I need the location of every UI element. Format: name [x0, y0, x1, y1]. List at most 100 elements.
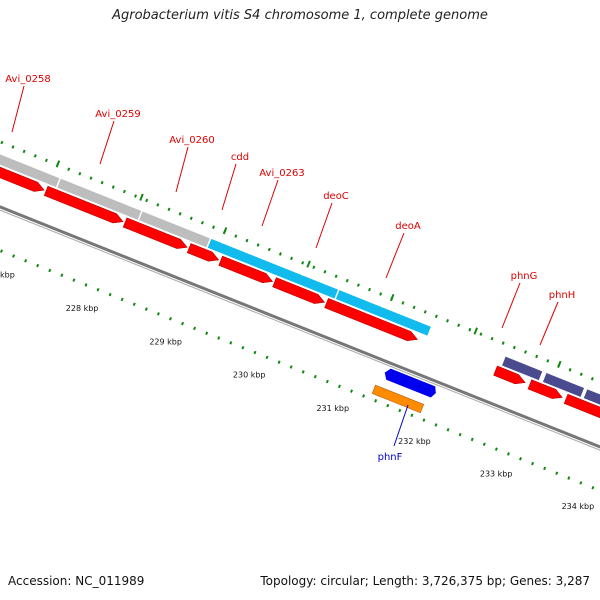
scale-tick [278, 252, 282, 256]
scale-label: 234 kbp [562, 502, 595, 511]
scale-tick [568, 368, 572, 372]
scale-tick [422, 418, 426, 422]
scale-tick [494, 447, 498, 451]
scale-tick [181, 321, 185, 326]
scale-tick [24, 259, 28, 263]
scale-tick [301, 370, 305, 374]
scale-tick [120, 297, 124, 302]
scale-tick [290, 256, 294, 261]
scale-tick [555, 471, 559, 475]
leader-line [315, 202, 333, 249]
scale-tick [362, 394, 366, 398]
phnF-cds-bar [371, 384, 425, 414]
scale-tick [591, 485, 595, 490]
leader-line [99, 120, 115, 165]
scale-tick [60, 273, 64, 278]
scale-tick [423, 310, 427, 314]
gene-label: phnG [511, 271, 538, 282]
scale-tick [229, 341, 233, 345]
scale-tick [543, 466, 547, 471]
scale-tick [546, 359, 550, 363]
scale-tick [0, 249, 3, 253]
gene-label: phnF [378, 452, 403, 463]
scale-tick [156, 312, 160, 316]
scale-tick [401, 301, 405, 305]
gene-label: deoC [323, 191, 349, 202]
scale-tick [535, 354, 539, 359]
scale-tick [178, 212, 182, 216]
genome-stats-text: Topology: circular; Length: 3,726,375 bp… [260, 574, 590, 588]
scale-tick [470, 437, 474, 442]
scale-tick [482, 442, 486, 447]
scale-tick [189, 216, 193, 221]
scale-tick [241, 345, 245, 350]
scale-tick [379, 292, 383, 296]
map-band [0, 140, 600, 490]
scale-label: 233 kbp [480, 469, 513, 478]
gene-bar [0, 148, 61, 188]
scale-tick [134, 194, 138, 198]
scale-tick [267, 247, 271, 252]
scale-label: 229 kbp [149, 337, 182, 346]
gene-bar [583, 388, 600, 433]
scale-tick [457, 323, 461, 327]
scale-tick [89, 176, 93, 180]
scale-tick [410, 413, 414, 418]
cds-arrow [493, 365, 526, 385]
scale-tick [44, 158, 48, 163]
leader-line [175, 146, 189, 193]
cds-arrow [527, 379, 563, 399]
scale-tick [506, 452, 510, 456]
scale-tick [0, 140, 4, 145]
scale-tick [156, 203, 160, 207]
scale-tick [277, 360, 281, 364]
scale-tick [468, 327, 472, 332]
scale-tick [434, 423, 438, 427]
scale-tick [33, 154, 37, 158]
leader-line [501, 282, 521, 329]
scale-tick [337, 384, 341, 389]
scale-tick [412, 305, 416, 310]
gene-bar [207, 238, 339, 300]
cds-arrow [218, 255, 274, 284]
gene-label: phnH [549, 290, 576, 301]
scale-tick [111, 185, 115, 189]
scale-tick [36, 263, 40, 268]
scale-tick [334, 274, 338, 278]
cds-arrow [43, 185, 124, 224]
scale-label: 232 kbp [398, 437, 431, 446]
scale-tick [323, 269, 327, 274]
scale-tick [132, 302, 136, 307]
gene-label: cdd [231, 152, 249, 163]
gene-bar [335, 289, 432, 337]
scale-tick [193, 326, 197, 331]
scale-label: 230 kbp [233, 371, 266, 380]
scale-tick [312, 265, 316, 270]
accession-text: Accession: NC_011989 [8, 574, 145, 588]
scale-tick [490, 336, 494, 341]
cds-arrow [272, 277, 326, 304]
major-tick [55, 160, 61, 168]
scale-tick [245, 238, 249, 243]
backbone-shadow [0, 192, 600, 472]
leader-line [11, 85, 25, 133]
cds-arrow [122, 217, 188, 249]
scale-tick [519, 456, 522, 461]
gene-label: deoA [395, 221, 421, 232]
gene-label: Avi_0259 [95, 109, 140, 120]
scale-tick [350, 389, 354, 393]
scale-tick [446, 319, 450, 323]
scale-tick [368, 287, 372, 292]
scale-tick [11, 145, 15, 149]
scale-tick [145, 198, 149, 203]
scale-tick [579, 372, 583, 377]
scale-tick [567, 476, 571, 480]
scale-tick [212, 225, 216, 229]
scale-tick [78, 171, 82, 176]
scale-tick [579, 481, 583, 485]
cds-arrow [563, 393, 600, 441]
map-title: Agrobacterium vitis S4 chromosome 1, com… [112, 8, 488, 23]
scale-tick [590, 376, 594, 381]
scale-tick [301, 261, 305, 265]
scale-label: 227 kbp [0, 270, 15, 279]
